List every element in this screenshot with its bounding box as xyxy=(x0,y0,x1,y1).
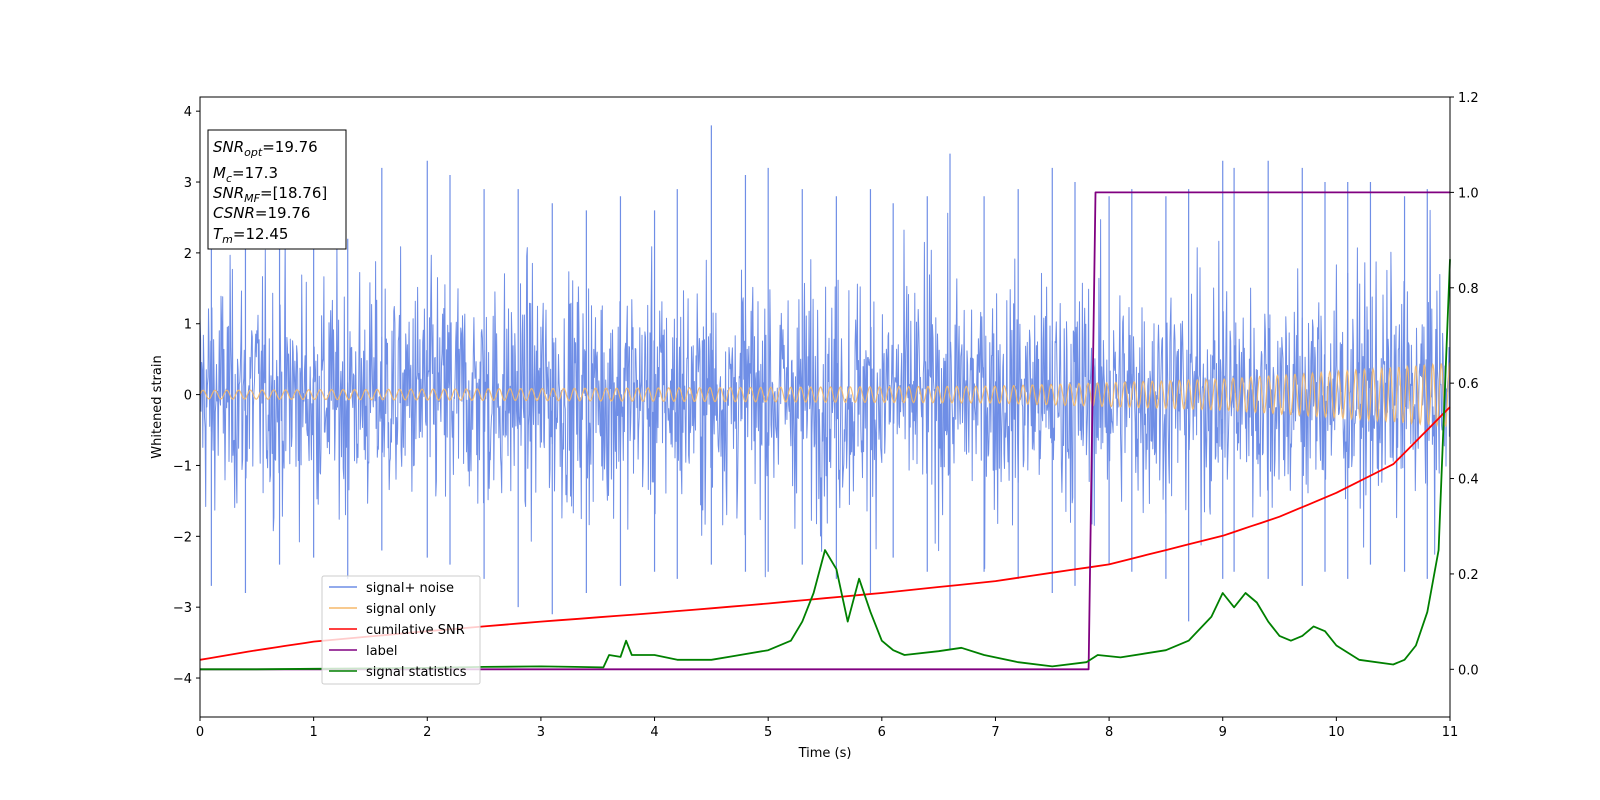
legend-label-noise: signal+ noise xyxy=(366,581,454,596)
label-series xyxy=(200,191,1450,671)
y-tick-label-1: −3 xyxy=(173,601,192,616)
y-tick-label-2: −2 xyxy=(173,530,192,545)
x-tick-label-4: 4 xyxy=(650,725,658,740)
y2-tick-label-4: 0.8 xyxy=(1458,282,1479,297)
x-tick-label-11: 11 xyxy=(1442,725,1459,740)
legend-label-signal: signal only xyxy=(366,602,436,617)
y2-tick-label-0: 0.0 xyxy=(1458,663,1479,678)
signal-only-series xyxy=(199,362,1451,428)
x-tick-label-5: 5 xyxy=(764,725,772,740)
x-tick-label-6: 6 xyxy=(878,725,886,740)
y-tick-label-8: 4 xyxy=(184,105,192,120)
legend-frame xyxy=(321,575,481,685)
x-tick-label-1: 1 xyxy=(309,725,317,740)
y-axis-ticks: −4 −3 −2 −1 0 1 2 3 4 xyxy=(173,105,200,687)
info-snr-mf: SNRMF=[18.76] xyxy=(213,184,327,205)
x-axis-label: Time (s) xyxy=(798,746,852,761)
y-tick-label-6: 2 xyxy=(184,247,192,262)
x-axis-ticks: 0 1 2 3 4 5 6 7 8 9 10 11 xyxy=(196,717,1458,740)
y2-tick-label-6: 1.2 xyxy=(1458,91,1479,106)
x-tick-label-9: 9 xyxy=(1219,725,1227,740)
x-tick-label-3: 3 xyxy=(537,725,545,740)
plot-frame xyxy=(199,96,1451,718)
noise-series xyxy=(199,125,1451,650)
x-tick-label-8: 8 xyxy=(1105,725,1113,740)
y2-tick-label-2: 0.4 xyxy=(1458,473,1479,488)
legend-label-label: label xyxy=(366,644,397,659)
x-tick-label-7: 7 xyxy=(991,725,999,740)
y2-tick-label-5: 1.0 xyxy=(1458,186,1479,201)
legend-label-statistics: signal statistics xyxy=(366,665,467,680)
legend: signal+ noise signal only cumilative SNR… xyxy=(321,575,481,685)
x-tick-label-0: 0 xyxy=(196,725,204,740)
y2-tick-label-1: 0.2 xyxy=(1458,568,1479,583)
info-box: SNRopt=19.76 Mc=17.3 SNRMF=[18.76] CSNR=… xyxy=(207,129,347,250)
info-mc: Mc=17.3 xyxy=(213,164,278,185)
legend-label-snr: cumilative SNR xyxy=(366,623,465,638)
x-tick-label-2: 2 xyxy=(423,725,431,740)
y-tick-label-3: −1 xyxy=(173,459,192,474)
info-snr-opt: SNRopt=19.76 xyxy=(213,138,318,159)
y2-tick-label-3: 0.6 xyxy=(1458,377,1479,392)
series-line-signal xyxy=(199,362,1451,428)
y-tick-label-7: 3 xyxy=(184,176,192,191)
info-box-frame xyxy=(207,129,347,250)
info-csnr: CSNR=19.76 xyxy=(213,204,310,222)
y-tick-label-5: 1 xyxy=(184,318,192,333)
info-tm: Tm=12.45 xyxy=(213,225,288,246)
x-tick-label-10: 10 xyxy=(1328,725,1345,740)
y-tick-label-0: −4 xyxy=(173,672,192,687)
series-line-signal-statistics xyxy=(200,259,1451,671)
y-axis-label: Whitened strain xyxy=(150,355,165,458)
y-tick-label-4: 0 xyxy=(184,389,192,404)
y2-axis-ticks: 0.0 0.2 0.4 0.6 0.8 1.0 1.2 xyxy=(1450,91,1479,678)
series-line-label xyxy=(200,191,1450,671)
series-line-noise xyxy=(199,209,1451,578)
signal-statistics-series xyxy=(200,259,1451,671)
